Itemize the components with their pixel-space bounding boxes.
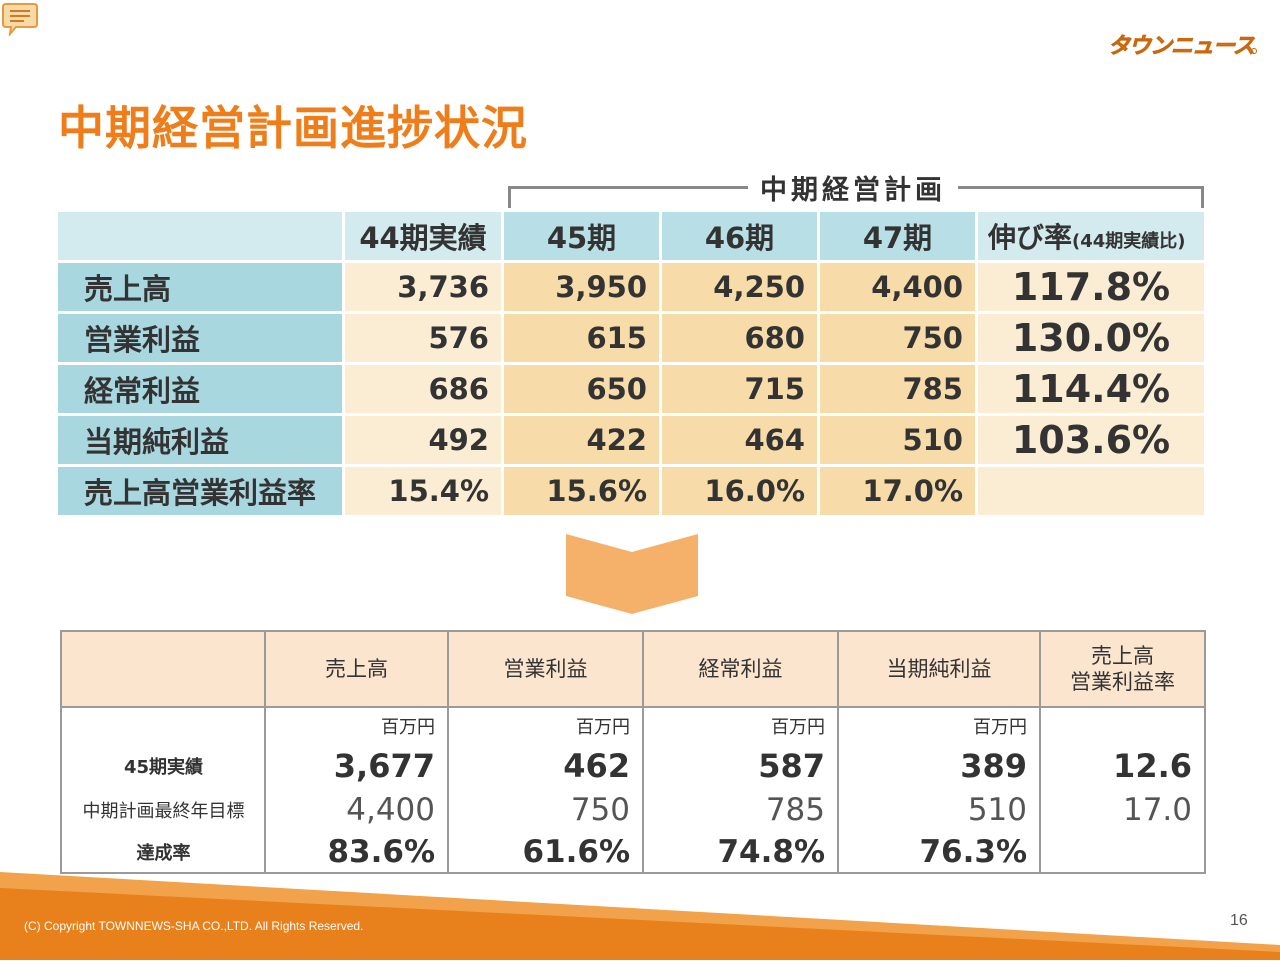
table-cell: 389 [837,743,1041,789]
table-cell: 686 [345,365,501,413]
table-cell: 17.0% [820,467,975,515]
plan-label: 中期経営計画 [748,168,958,207]
row-label: 当期純利益 [58,416,342,464]
table-cell: 785 [642,789,839,831]
header-cell: 営業利益 [447,630,644,708]
growth-header-sub: (44期実績比) [1072,231,1186,252]
table-cell: 83.6% [264,831,449,874]
table-row: 45期実績 3,677 462 587 389 12.6 [60,743,1206,789]
header-cell: 46期 [662,212,817,260]
table-cell: 17.0 [1039,789,1206,831]
comment-icon[interactable] [2,2,38,38]
header-cell: 売上高 営業利益率 [1039,630,1206,708]
table-cell: 462 [447,743,644,789]
footer-band [0,870,1280,960]
table-cell: 74.8% [642,831,839,874]
table-cell: 715 [662,365,817,413]
table-cell: 750 [820,314,975,362]
header-cell: 売上高 [264,630,449,708]
table-cell: 4,400 [820,263,975,311]
table-row: 達成率 83.6% 61.6% 74.8% 76.3% [60,831,1206,874]
table-cell: 422 [504,416,659,464]
page-number: 16 [1230,912,1248,929]
table-cell: 750 [447,789,644,831]
header-line: 営業利益率 [1070,670,1175,694]
table-cell: 4,250 [662,263,817,311]
growth-header: 伸び率(44期実績比) [978,212,1204,260]
header-cell: 44期実績 [345,212,501,260]
page-title: 中期経営計画進捗状況 [58,101,528,155]
table-cell: 12.6 [1039,743,1206,789]
table-row: 経常利益 686 650 715 785 114.4% [58,365,1204,413]
plan-bracket: 中期経営計画 [508,168,1204,210]
row-label: 達成率 [60,831,266,874]
unit-label: 百万円 [447,707,644,743]
table-cell: 510 [820,416,975,464]
down-arrow-icon [566,534,698,614]
table-cell: 3,677 [264,743,449,789]
unit-row: 百万円 百万円 百万円 百万円 [60,707,1206,743]
table-cell: 650 [504,365,659,413]
header-blank [58,212,342,260]
growth-cell: 117.8% [978,263,1204,311]
row-label: 売上高営業利益率 [58,467,342,515]
plan-table-header: 44期実績 45期 46期 47期 伸び率(44期実績比) [58,212,1204,260]
header-cell: 当期純利益 [837,630,1041,708]
row-label: 経常利益 [58,365,342,413]
growth-cell: 114.4% [978,365,1204,413]
table-cell: 680 [662,314,817,362]
row-label: 営業利益 [58,314,342,362]
table-cell: 15.4% [345,467,501,515]
table-cell: 4,400 [264,789,449,831]
table-cell [1039,707,1206,743]
growth-cell [978,467,1204,515]
table-cell: 510 [837,789,1041,831]
table-row: 中期計画最終年目標 4,400 750 785 510 17.0 [60,789,1206,831]
table-cell [60,707,266,743]
unit-label: 百万円 [264,707,449,743]
table-cell: 615 [504,314,659,362]
table-row: 営業利益 576 615 680 750 130.0% [58,314,1204,362]
table-row: 当期純利益 492 422 464 510 103.6% [58,416,1204,464]
table-cell: 576 [345,314,501,362]
header-blank [60,630,266,708]
unit-label: 百万円 [642,707,839,743]
copyright-text: (C) Copyright TOWNNEWS-SHA CO.,LTD. All … [24,919,364,933]
unit-label: 百万円 [837,707,1041,743]
table-cell: 76.3% [837,831,1041,874]
table-cell: 3,950 [504,263,659,311]
header-cell: 47期 [820,212,975,260]
growth-cell: 130.0% [978,314,1204,362]
table-cell: 785 [820,365,975,413]
header-cell: 経常利益 [642,630,839,708]
plan-table: 44期実績 45期 46期 47期 伸び率(44期実績比) 売上高 3,736 … [55,209,1207,518]
table-cell: 587 [642,743,839,789]
table-cell: 61.6% [447,831,644,874]
table-cell: 16.0% [662,467,817,515]
table-row: 売上高 3,736 3,950 4,250 4,400 117.8% [58,263,1204,311]
table-cell: 3,736 [345,263,501,311]
table-cell: 464 [662,416,817,464]
svg-text:タウンニュース: タウンニュース [1108,34,1255,59]
progress-table: 売上高 営業利益 経常利益 当期純利益 売上高 営業利益率 百万円 百万円 百万円… [60,630,1206,874]
progress-table-header: 売上高 営業利益 経常利益 当期純利益 売上高 営業利益率 [60,630,1206,708]
brand-logo: タウンニュース [1106,28,1258,60]
header-cell: 45期 [504,212,659,260]
header-line: 売上高 [1091,644,1154,668]
row-label: 売上高 [58,263,342,311]
table-cell [1039,831,1206,874]
growth-cell: 103.6% [978,416,1204,464]
growth-header-label: 伸び率 [988,221,1073,254]
table-row: 売上高営業利益率 15.4% 15.6% 16.0% 17.0% [58,467,1204,515]
row-label: 中期計画最終年目標 [60,789,266,831]
row-label: 45期実績 [60,743,266,789]
table-cell: 15.6% [504,467,659,515]
table-cell: 492 [345,416,501,464]
